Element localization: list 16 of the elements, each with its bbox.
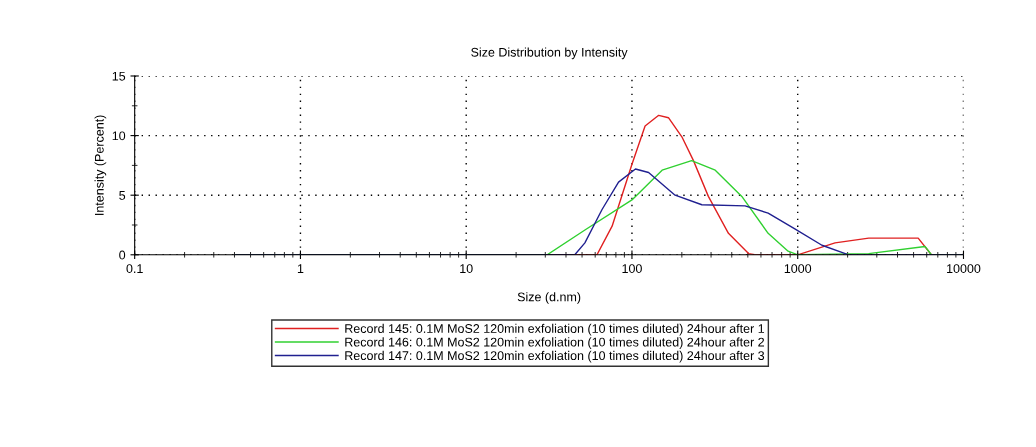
x-tick-label: 1000 [784,264,812,273]
legend-label: Record 145: 0.1M MoS2 120min exfoliation (10 times diluted) 24hour after 1 [345,323,765,336]
y-tick-label: 0 [119,250,126,260]
y-tick-label: 15 [112,71,126,81]
y-tick-label: 5 [119,191,126,200]
x-tick-label: 10000 [947,264,981,273]
chart-title: Size Distribution by Intensity [471,47,628,60]
x-axis-title: Size (d.nm) [517,292,581,304]
x-tick-label: 1 [297,264,304,273]
x-tick-label: 0.1 [126,264,143,273]
legend-label: Record 146: 0.1M MoS2 120min exfoliation (10 times diluted) 24hour after 2 [345,337,765,349]
x-tick-label: 10 [460,264,473,273]
y-tick-label: 10 [112,131,126,141]
y-axis-title: Intensity (Percent) [94,115,107,215]
legend-label: Record 147: 0.1M MoS2 120min exfoliation (10 times diluted) 24hour after 3 [345,350,765,363]
x-tick-label: 100 [622,264,642,273]
